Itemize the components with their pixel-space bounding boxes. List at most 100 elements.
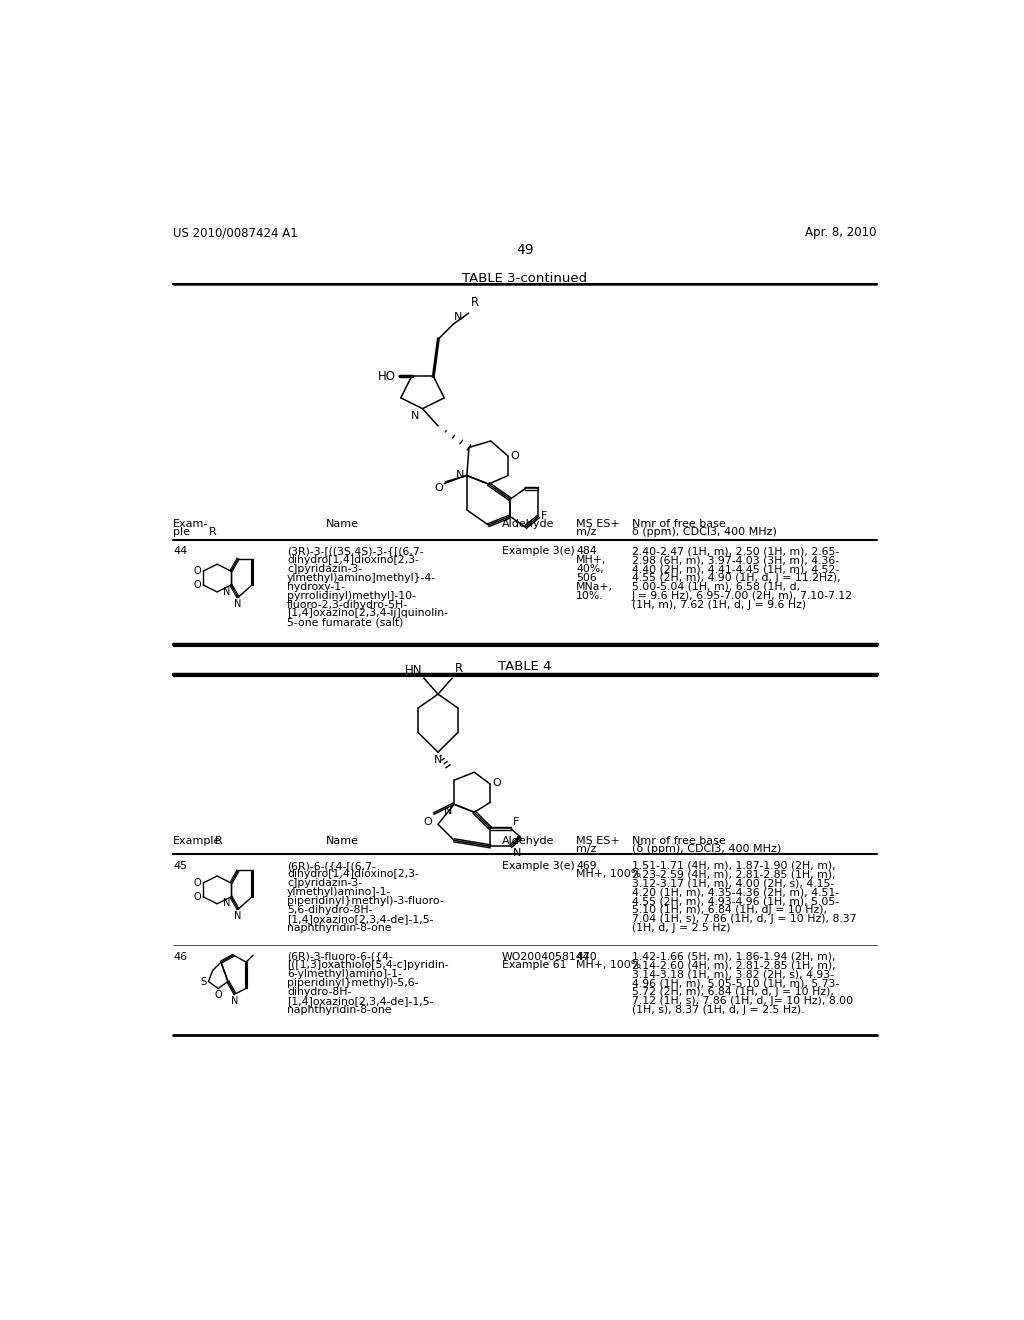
Text: 46: 46 — [173, 952, 187, 961]
Text: N: N — [223, 899, 230, 908]
Text: piperidinyl}methyl)-5,6-: piperidinyl}methyl)-5,6- — [287, 978, 419, 989]
Text: TABLE 3-continued: TABLE 3-continued — [462, 272, 588, 285]
Text: MH+, 100%: MH+, 100% — [575, 960, 641, 970]
Text: dihydro[1,4]dioxino[2,3-: dihydro[1,4]dioxino[2,3- — [287, 556, 419, 565]
Text: Example 61: Example 61 — [502, 960, 566, 970]
Text: F: F — [513, 817, 519, 826]
Text: 7.04 (1H, s), 7.86 (1H, d, J = 10 Hz), 8.37: 7.04 (1H, s), 7.86 (1H, d, J = 10 Hz), 8… — [632, 913, 856, 924]
Text: R: R — [455, 663, 463, 675]
Text: O: O — [493, 777, 502, 788]
Text: naphthyridin-8-one: naphthyridin-8-one — [287, 923, 391, 933]
Text: Name: Name — [326, 519, 358, 529]
Text: (1H, s), 8.37 (1H, d, J = 2.5 Hz).: (1H, s), 8.37 (1H, d, J = 2.5 Hz). — [632, 1005, 804, 1015]
Text: [1,4]oxazino[2,3,4-de]-1,5-: [1,4]oxazino[2,3,4-de]-1,5- — [287, 913, 433, 924]
Text: Nmr of free base: Nmr of free base — [632, 519, 725, 529]
Text: m/z: m/z — [575, 527, 596, 537]
Text: MNa+,: MNa+, — [575, 582, 613, 591]
Text: hydroxy-1-: hydroxy-1- — [287, 582, 345, 591]
Text: 4.40 (2H, m), 4.41-4.45 (1H, m), 4.52-: 4.40 (2H, m), 4.41-4.45 (1H, m), 4.52- — [632, 564, 839, 574]
Text: 4.96 (1H, m), 5.05-5.10 (1H, m), 5.73-: 4.96 (1H, m), 5.05-5.10 (1H, m), 5.73- — [632, 978, 839, 989]
Text: N: N — [456, 470, 465, 480]
Text: 5.10 (1H, m), 6.84 (1H, dJ = 10 Hz),: 5.10 (1H, m), 6.84 (1H, dJ = 10 Hz), — [632, 906, 826, 915]
Text: N: N — [443, 805, 452, 816]
Text: (3R)-3-[((3S,4S)-3-{[(6,7-: (3R)-3-[((3S,4S)-3-{[(6,7- — [287, 546, 424, 557]
Text: N: N — [513, 847, 521, 858]
Text: WO2004058144: WO2004058144 — [502, 952, 590, 961]
Text: 10%.: 10%. — [575, 591, 603, 601]
Text: Aldehyde: Aldehyde — [502, 519, 554, 529]
Text: Example 3(e): Example 3(e) — [502, 861, 574, 871]
Text: piperidinyl}methyl)-3-fluoro-: piperidinyl}methyl)-3-fluoro- — [287, 896, 443, 906]
Text: 4.55 (2H, m), 4.93-4.96 (1H, m), 5.05-: 4.55 (2H, m), 4.93-4.96 (1H, m), 5.05- — [632, 896, 839, 906]
Text: O: O — [510, 451, 519, 461]
Text: N: N — [234, 911, 242, 921]
Text: US 2010/0087424 A1: US 2010/0087424 A1 — [173, 226, 298, 239]
Text: 1.42-1.66 (5H, m), 1.86-1.94 (2H, m),: 1.42-1.66 (5H, m), 1.86-1.94 (2H, m), — [632, 952, 836, 961]
Text: 484: 484 — [575, 546, 597, 557]
Text: N: N — [455, 312, 463, 322]
Text: δ (ppm), CDCl3, 400 MHz): δ (ppm), CDCl3, 400 MHz) — [632, 527, 776, 537]
Text: F: F — [541, 511, 547, 521]
Text: R: R — [471, 296, 479, 309]
Text: O: O — [194, 566, 202, 576]
Text: Exam-: Exam- — [173, 519, 208, 529]
Text: N: N — [411, 411, 420, 421]
Text: 6-ylmethyl)amino]-1-: 6-ylmethyl)amino]-1- — [287, 969, 401, 979]
Text: MS ES+: MS ES+ — [575, 519, 620, 529]
Text: (1H, d, J = 2.5 Hz): (1H, d, J = 2.5 Hz) — [632, 923, 730, 933]
Text: dihydro-8H-: dihydro-8H- — [287, 987, 351, 997]
Text: 3.14-3.18 (1H, m), 3.82 (2H, s), 4.93-: 3.14-3.18 (1H, m), 3.82 (2H, s), 4.93- — [632, 969, 834, 979]
Text: N: N — [434, 755, 442, 764]
Text: 2.98 (6H, m), 3.97-4.03 (3H, m), 4.36-: 2.98 (6H, m), 3.97-4.03 (3H, m), 4.36- — [632, 556, 839, 565]
Text: 5.00-5.04 (1H, m), 6.58 (1H, d,: 5.00-5.04 (1H, m), 6.58 (1H, d, — [632, 582, 800, 591]
Text: 4.55 (2H, m), 4.90 (1H, d, J = 11.2Hz),: 4.55 (2H, m), 4.90 (1H, d, J = 11.2Hz), — [632, 573, 841, 583]
Text: 2.40-2.47 (1H, m), 2.50 (1H, m), 2.65-: 2.40-2.47 (1H, m), 2.50 (1H, m), 2.65- — [632, 546, 839, 557]
Text: 1.51-1.71 (4H, m), 1.87-1.90 (2H, m),: 1.51-1.71 (4H, m), 1.87-1.90 (2H, m), — [632, 861, 836, 871]
Text: HN: HN — [404, 664, 422, 677]
Text: 3.12-3.17 (1H, m), 4.00 (2H, s), 4.15-: 3.12-3.17 (1H, m), 4.00 (2H, s), 4.15- — [632, 878, 834, 888]
Text: O: O — [214, 990, 222, 1001]
Text: N: N — [231, 995, 239, 1006]
Text: ylmethyl)amino]-1-: ylmethyl)amino]-1- — [287, 887, 391, 898]
Text: R: R — [215, 836, 222, 846]
Text: (δ (ppm), CDCl3, 400 MHz): (δ (ppm), CDCl3, 400 MHz) — [632, 845, 781, 854]
Text: 45: 45 — [173, 861, 187, 871]
Text: 5.72 (2H, m), 6.84 (1H, d, J = 10 Hz),: 5.72 (2H, m), 6.84 (1H, d, J = 10 Hz), — [632, 987, 834, 997]
Text: N: N — [223, 586, 230, 597]
Text: 40%,: 40%, — [575, 564, 604, 574]
Text: TABLE 4: TABLE 4 — [498, 660, 552, 673]
Text: 5,6-dihydro-8H-: 5,6-dihydro-8H- — [287, 906, 373, 915]
Text: Apr. 8, 2010: Apr. 8, 2010 — [805, 226, 877, 239]
Text: m/z: m/z — [575, 845, 596, 854]
Text: Example 3(e): Example 3(e) — [502, 546, 574, 557]
Text: fluoro-2,3-dihydro-5H-: fluoro-2,3-dihydro-5H- — [287, 599, 408, 610]
Text: N: N — [234, 599, 242, 609]
Text: Example: Example — [173, 836, 221, 846]
Text: S: S — [201, 977, 207, 986]
Text: ple: ple — [173, 527, 189, 537]
Text: 49: 49 — [516, 243, 534, 257]
Text: MS ES+: MS ES+ — [575, 836, 620, 846]
Text: [([1,3]oxathiolo[5,4-c]pyridin-: [([1,3]oxathiolo[5,4-c]pyridin- — [287, 961, 449, 970]
Text: [1,4]oxazino[2,3,4-de]-1,5-: [1,4]oxazino[2,3,4-de]-1,5- — [287, 995, 433, 1006]
Text: 470: 470 — [575, 952, 597, 961]
Text: R: R — [209, 527, 217, 537]
Text: Name: Name — [326, 836, 358, 846]
Text: 469: 469 — [575, 861, 597, 871]
Text: pyrrolidinyl)methyl]-10-: pyrrolidinyl)methyl]-10- — [287, 591, 416, 601]
Text: 7.12 (1H, s), 7.86 (1H, d, J= 10 Hz), 8.00: 7.12 (1H, s), 7.86 (1H, d, J= 10 Hz), 8.… — [632, 995, 853, 1006]
Text: dihydro[1,4]dioxino[2,3-: dihydro[1,4]dioxino[2,3- — [287, 870, 419, 879]
Text: (6R)-6-({4-[(6,7-: (6R)-6-({4-[(6,7- — [287, 861, 376, 871]
Text: O: O — [434, 483, 442, 494]
Text: 506: 506 — [575, 573, 597, 583]
Text: 5-one fumarate (salt): 5-one fumarate (salt) — [287, 618, 403, 627]
Text: J = 9.6 Hz), 6.95-7.00 (2H, m), 7.10-7.12: J = 9.6 Hz), 6.95-7.00 (2H, m), 7.10-7.1… — [632, 591, 853, 601]
Text: [1,4]oxazino[2,3,4-ij]quinolin-: [1,4]oxazino[2,3,4-ij]quinolin- — [287, 609, 447, 619]
Text: Aldehyde: Aldehyde — [502, 836, 554, 846]
Text: 4.20 (1H, m), 4.35-4.36 (2H, m), 4.51-: 4.20 (1H, m), 4.35-4.36 (2H, m), 4.51- — [632, 887, 839, 898]
Text: O: O — [194, 579, 202, 590]
Text: c]pyridazin-3-: c]pyridazin-3- — [287, 878, 362, 888]
Text: O: O — [423, 817, 432, 828]
Text: Nmr of free base: Nmr of free base — [632, 836, 725, 846]
Text: naphthyridin-8-one: naphthyridin-8-one — [287, 1005, 391, 1015]
